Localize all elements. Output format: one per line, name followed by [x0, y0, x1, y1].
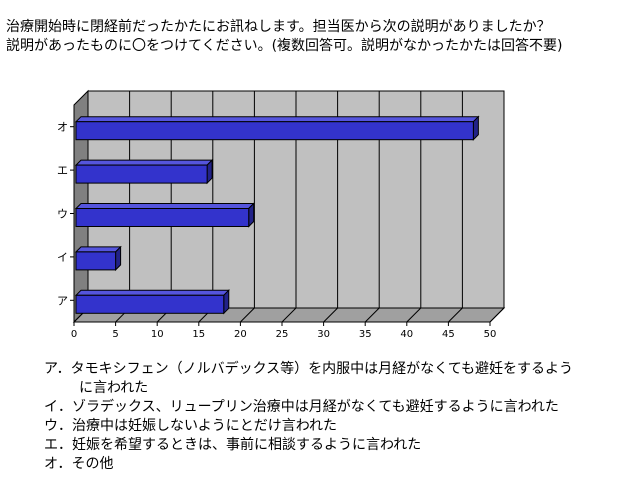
y-tick-label: エ: [57, 164, 68, 177]
bar-top: [74, 203, 255, 209]
x-tick-label: 40: [400, 329, 413, 340]
legend-item-i: イ．ゾラデックス、リュープリン治療中は月経がなくても避妊するように言われた: [44, 399, 559, 415]
x-tick-label: 0: [71, 329, 77, 340]
x-tick-label: 25: [276, 329, 289, 340]
bar-top: [74, 246, 122, 253]
gridline-floor: [364, 307, 380, 323]
y-tick-label: イ: [57, 251, 68, 264]
legend-item-e: エ．妊娠を希望するときは、事前に相談するように言われた: [44, 437, 422, 453]
x-tick-label: 10: [151, 329, 164, 340]
x-tick-label: 35: [359, 329, 372, 340]
y-tick-label: オ: [57, 121, 68, 134]
bar: [75, 294, 225, 314]
x-tick-label: 20: [234, 329, 247, 340]
x-tick-label: 5: [112, 329, 118, 340]
legend-item-a-continuation: に言われた: [79, 380, 149, 396]
question-line-1: 治療開始時に閉経前だったかたにお訊ねします。担当医から次の説明がありましたか？: [6, 19, 551, 35]
bar: [75, 208, 250, 227]
bar: [75, 251, 117, 271]
bar-top: [74, 116, 480, 123]
question-text: 治療開始時に閉経前だったかたにお訊ねします。担当医から次の説明がありましたか？ …: [6, 18, 638, 56]
gridline-floor: [281, 307, 297, 323]
gridline-floor: [323, 307, 338, 323]
gridline-floor: [406, 307, 422, 323]
legend-item-a: ア．タモキシフェン（ノルバデックス等）を内服中は月経がなくても避妊をするよう: [44, 361, 574, 377]
y-tick-label: ア: [57, 294, 68, 307]
x-tick-label: 45: [442, 329, 455, 340]
question-line-2: 説明があったものに〇をつけてください。(複数回答可。説明がなかったかたは回答不要…: [6, 38, 563, 54]
legend-item-o: オ．その他: [44, 456, 114, 472]
x-tick-label: 50: [484, 329, 497, 340]
gridline-floor: [448, 307, 463, 323]
gridline-floor: [240, 307, 255, 323]
bar: [75, 121, 474, 141]
legend-item-u: ウ．治療中は妊娠しないようにとだけ言われた: [44, 418, 338, 434]
x-tick-label: 30: [317, 329, 330, 340]
bar-top: [74, 289, 230, 296]
y-tick-label: ウ: [57, 208, 68, 221]
bar-top: [74, 159, 214, 166]
bar: [75, 164, 208, 184]
gridline-floor: [489, 307, 505, 323]
bar-chart: 0 5 10 15 20 25 30 35 40 45 50 ア イ ウ エ オ: [57, 89, 506, 340]
answer-legend: ア．タモキシフェン（ノルバデックス等）を内服中は月経がなくても避妊をするよう に…: [44, 360, 640, 474]
x-tick-label: 15: [192, 329, 205, 340]
